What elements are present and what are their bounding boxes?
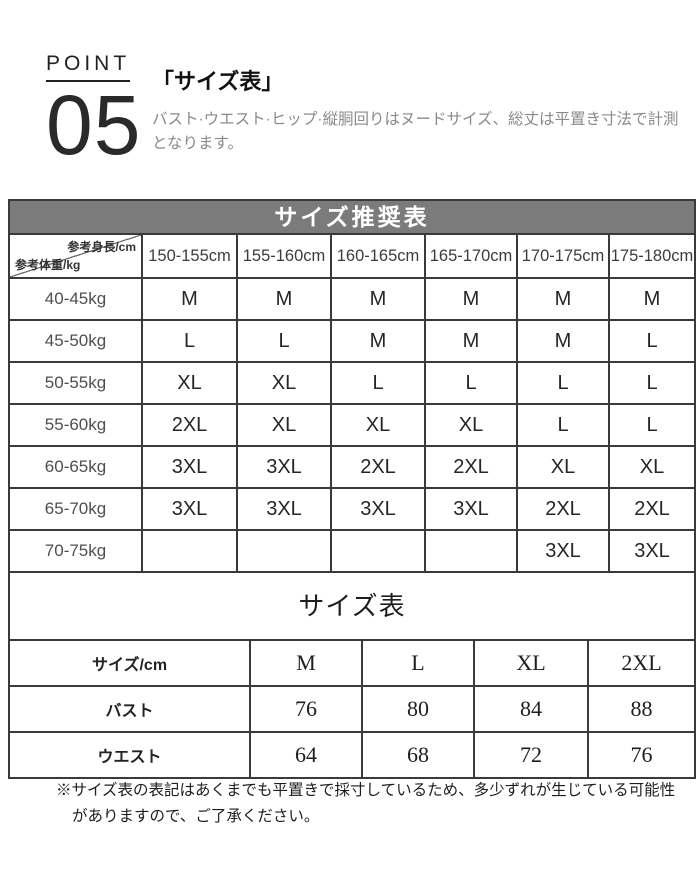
weight-label: 65-70kg bbox=[10, 487, 143, 531]
measurement-value: 68 bbox=[361, 731, 475, 777]
table-row: ウエスト 64 68 72 76 bbox=[10, 731, 694, 777]
size-cell: 2XL bbox=[608, 487, 694, 531]
size-cell: 2XL bbox=[516, 487, 610, 531]
size-cell: L bbox=[330, 361, 426, 405]
weight-label: 60-65kg bbox=[10, 445, 143, 489]
size-cell: XL bbox=[424, 403, 518, 447]
size-cell bbox=[330, 529, 426, 571]
table-row: 40-45kg M M M M M M bbox=[10, 277, 694, 321]
table-row: 60-65kg 3XL 3XL 2XL 2XL XL XL bbox=[10, 445, 694, 489]
table-row: 65-70kg 3XL 3XL 3XL 3XL 2XL 2XL bbox=[10, 487, 694, 531]
size-cell: M bbox=[141, 277, 238, 321]
height-column-header: 155-160cm bbox=[236, 235, 332, 279]
size-cell: 2XL bbox=[330, 445, 426, 489]
measurement-label: バスト bbox=[10, 685, 251, 733]
height-column-header: 160-165cm bbox=[330, 235, 426, 279]
size-cell: L bbox=[141, 319, 238, 363]
size-table-header-label: サイズ/cm bbox=[10, 641, 251, 687]
measurement-value: 76 bbox=[249, 685, 363, 733]
size-cell: L bbox=[424, 361, 518, 405]
size-cell: M bbox=[424, 319, 518, 363]
page-title: 「サイズ表」 bbox=[152, 69, 284, 94]
size-cell: 3XL bbox=[330, 487, 426, 531]
corner-cell-diagonal-divider: 参考身長/cm 参考体重/kg bbox=[10, 235, 143, 279]
size-cell: XL bbox=[141, 361, 238, 405]
height-column-header: 165-170cm bbox=[424, 235, 518, 279]
table-header-row: サイズ/cm M L XL 2XL bbox=[10, 641, 694, 687]
size-cell: 3XL bbox=[516, 529, 610, 571]
page-description: バスト·ウエスト·ヒップ·縦胴回りはヌードサイズ、総丈は平置き寸法で計測となりま… bbox=[152, 111, 679, 153]
measurement-value: 72 bbox=[473, 731, 589, 777]
measurement-label: ウエスト bbox=[10, 731, 251, 777]
size-cell: 3XL bbox=[608, 529, 694, 571]
size-cell: 3XL bbox=[236, 487, 332, 531]
size-cell: L bbox=[516, 361, 610, 405]
size-cell: 3XL bbox=[236, 445, 332, 489]
size-cell: L bbox=[236, 319, 332, 363]
size-tables-block: サイズ推奨表 参考身長/cm 参考体重/kg 150-155cm 155-160… bbox=[8, 199, 696, 779]
measurement-value: 76 bbox=[587, 731, 694, 777]
size-cell bbox=[236, 529, 332, 571]
table-header-row: 参考身長/cm 参考体重/kg 150-155cm 155-160cm 160-… bbox=[10, 235, 694, 279]
table-row: 55-60kg 2XL XL XL XL L L bbox=[10, 403, 694, 447]
size-cell: 2XL bbox=[141, 403, 238, 447]
size-recommendation-table: 参考身長/cm 参考体重/kg 150-155cm 155-160cm 160-… bbox=[10, 235, 694, 571]
size-cell: M bbox=[330, 319, 426, 363]
corner-height-label: 参考身長/cm bbox=[67, 240, 136, 254]
weight-label: 45-50kg bbox=[10, 319, 143, 363]
table-row: 50-55kg XL XL L L L L bbox=[10, 361, 694, 405]
size-cell: M bbox=[516, 319, 610, 363]
table-row: 45-50kg L L M M M L bbox=[10, 319, 694, 363]
height-column-header: 150-155cm bbox=[141, 235, 238, 279]
size-cell: M bbox=[424, 277, 518, 321]
height-column-header: 170-175cm bbox=[516, 235, 610, 279]
size-cell: 3XL bbox=[424, 487, 518, 531]
size-column-header: XL bbox=[473, 641, 589, 687]
size-column-header: 2XL bbox=[587, 641, 694, 687]
size-cell: M bbox=[516, 277, 610, 321]
size-cell: XL bbox=[330, 403, 426, 447]
size-cell: XL bbox=[236, 403, 332, 447]
size-cell: L bbox=[608, 361, 694, 405]
point-block: POINT 05 bbox=[46, 52, 142, 172]
size-cell: XL bbox=[516, 445, 610, 489]
size-cell: 3XL bbox=[141, 487, 238, 531]
table-row: 70-75kg 3XL 3XL bbox=[10, 529, 694, 571]
point-number: 05 bbox=[46, 78, 142, 172]
measurement-value: 64 bbox=[249, 731, 363, 777]
table-row: バスト 76 80 84 88 bbox=[10, 685, 694, 733]
size-cell: M bbox=[236, 277, 332, 321]
measurement-value: 88 bbox=[587, 685, 694, 733]
size-cell: L bbox=[516, 403, 610, 447]
size-cell: L bbox=[608, 403, 694, 447]
size-recommendation-table-title: サイズ推奨表 bbox=[10, 201, 694, 235]
size-cell bbox=[424, 529, 518, 571]
weight-label: 50-55kg bbox=[10, 361, 143, 405]
corner-weight-label: 参考体重/kg bbox=[15, 258, 81, 272]
weight-label: 40-45kg bbox=[10, 277, 143, 321]
size-table-title: サイズ表 bbox=[10, 571, 694, 641]
disclaimer-note: ※サイズ表の表記はあくまでも平置きで採寸しているため、多少ずれが生じている可能性… bbox=[56, 782, 676, 826]
measurement-value: 80 bbox=[361, 685, 475, 733]
size-cell: L bbox=[608, 319, 694, 363]
height-column-header: 175-180cm bbox=[608, 235, 694, 279]
point-label: POINT bbox=[46, 52, 131, 82]
size-cell: 2XL bbox=[424, 445, 518, 489]
size-table: サイズ/cm M L XL 2XL バスト 76 80 84 88 ウエスト 6… bbox=[10, 641, 694, 777]
size-cell: M bbox=[608, 277, 694, 321]
size-cell: 3XL bbox=[141, 445, 238, 489]
weight-label: 70-75kg bbox=[10, 529, 143, 571]
size-column-header: L bbox=[361, 641, 475, 687]
size-cell bbox=[141, 529, 238, 571]
size-cell: M bbox=[330, 277, 426, 321]
size-cell: XL bbox=[608, 445, 694, 489]
weight-label: 55-60kg bbox=[10, 403, 143, 447]
measurement-value: 84 bbox=[473, 685, 589, 733]
size-cell: XL bbox=[236, 361, 332, 405]
size-column-header: M bbox=[249, 641, 363, 687]
header-text: 「サイズ表」 バスト·ウエスト·ヒップ·縦胴回りはヌードサイズ、総丈は平置き寸法… bbox=[152, 64, 687, 156]
